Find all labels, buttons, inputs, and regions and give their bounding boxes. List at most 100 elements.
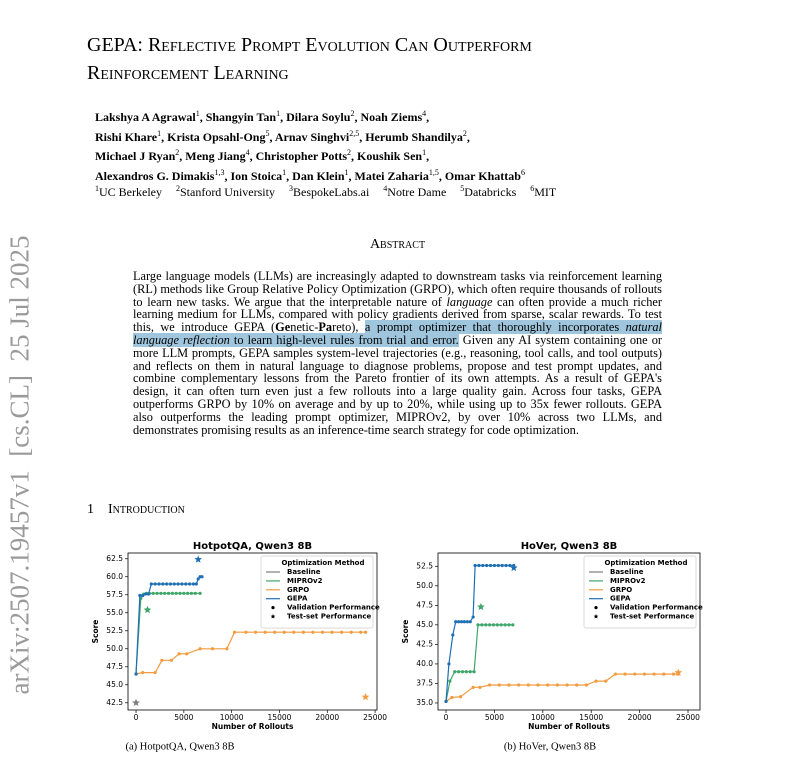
separator: , — [354, 110, 358, 124]
title-line: GEPA: Reflective Prompt Evolution Can Ou… — [87, 34, 532, 56]
validation-point — [151, 591, 155, 595]
validation-point — [160, 658, 164, 662]
test-point — [477, 602, 485, 611]
validation-point — [604, 679, 608, 683]
author-name: Matei Zaharia — [354, 168, 429, 183]
x-tick-label: 25000 — [676, 713, 700, 722]
validation-point — [198, 591, 202, 595]
validation-point — [480, 623, 484, 627]
author-name: Rishi Khare — [95, 129, 158, 144]
legend-marker — [593, 614, 599, 619]
y-tick-label: 47.5 — [416, 600, 433, 609]
x-axis-label: Number of Rollouts — [528, 722, 610, 731]
author-name: Arnav Singhvi — [274, 129, 350, 144]
y-tick-label: 52.5 — [416, 561, 433, 570]
validation-point — [311, 630, 315, 634]
separator: , — [359, 129, 363, 144]
separator: , — [286, 168, 290, 183]
validation-point — [507, 683, 511, 687]
validation-point — [613, 672, 618, 676]
validation-point — [187, 582, 192, 586]
validation-point — [499, 623, 503, 627]
legend-title: Optimization Method — [604, 559, 687, 567]
validation-point — [149, 582, 153, 586]
y-tick-label: 45.0 — [416, 620, 433, 629]
x-tick-label: 0 — [134, 713, 139, 722]
affiliation: 2Stanford University — [176, 184, 275, 199]
affiliation: 3BespokeLabs.ai — [288, 184, 369, 199]
validation-point — [491, 623, 496, 627]
validation-point — [196, 577, 200, 581]
validation-point — [363, 630, 368, 634]
x-tick-label: 20000 — [628, 713, 652, 722]
x-tick-label: 10000 — [531, 713, 555, 722]
legend-label: Test-set Performance — [610, 613, 694, 621]
y-axis-label: Score — [401, 620, 410, 644]
chart-title: HoVer, Qwen3 8B — [521, 541, 618, 552]
x-tick-label: 20000 — [315, 713, 339, 722]
validation-point — [662, 672, 666, 676]
validation-point — [478, 685, 482, 689]
series-line — [445, 564, 514, 702]
validation-point — [178, 591, 182, 595]
separator: , — [179, 149, 183, 163]
validation-point — [623, 672, 627, 676]
validation-point — [282, 630, 286, 634]
separator: , — [466, 129, 470, 144]
affiliation: 1UC Berkeley — [95, 184, 162, 199]
figure-caption: (b) HoVer, Qwen3 8B — [504, 741, 596, 752]
validation-point — [134, 672, 138, 676]
abstract: Large language models (LLMs) are increas… — [133, 270, 662, 436]
validation-point — [468, 670, 472, 674]
author-name: Shangyin Tan — [205, 110, 277, 124]
separator: , — [348, 168, 352, 183]
author-affiliation: 1 — [282, 167, 287, 177]
validation-point — [481, 563, 485, 568]
validation-point — [359, 630, 363, 634]
validation-point — [447, 662, 451, 666]
author-affiliation: 1,5 — [428, 167, 439, 177]
author-name: Omar Khattab — [444, 168, 521, 183]
separator: , — [224, 168, 228, 183]
author-name: Meng Jiang — [185, 149, 246, 163]
x-tick-label: 5000 — [174, 713, 193, 722]
validation-point — [349, 630, 353, 634]
author-name: Herumb Shandilya — [365, 129, 463, 144]
validation-point — [453, 670, 457, 674]
y-tick-label: 62.5 — [106, 554, 123, 563]
validation-point — [141, 670, 145, 675]
validation-point — [484, 623, 488, 627]
validation-point — [507, 623, 511, 627]
authors: Lakshya A Agrawal1, Shangyin Tan1, Dilar… — [95, 106, 525, 184]
validation-point — [163, 591, 167, 595]
validation-point — [172, 582, 176, 586]
validation-point — [460, 670, 465, 674]
author-affiliation: 2 — [462, 128, 467, 138]
validation-point — [465, 620, 469, 624]
title-line: Reinforcement Learning — [87, 62, 289, 84]
legend-label: GRPO — [287, 586, 309, 594]
author-affiliation: 5 — [265, 128, 270, 138]
validation-point — [138, 593, 142, 598]
validation-point — [141, 593, 145, 598]
series-line — [135, 631, 366, 675]
author-affiliation: 2 — [347, 148, 352, 157]
test-point — [361, 693, 370, 701]
validation-point — [457, 670, 461, 674]
abstract-text: to learn high-level rules from trial and… — [229, 332, 459, 347]
validation-point — [487, 623, 492, 627]
abstract-text: Ge — [275, 320, 291, 335]
author-affiliation: 1,3 — [214, 167, 225, 177]
affiliation-name: MIT — [534, 185, 557, 199]
validation-point — [508, 563, 512, 568]
test-point — [510, 563, 518, 572]
affiliation-number: 3 — [288, 184, 293, 193]
y-tick-label: 50.0 — [106, 644, 123, 653]
affiliation-name: Notre Dame — [387, 185, 447, 199]
series-line — [135, 576, 202, 675]
validation-point — [186, 591, 190, 595]
series-line — [135, 592, 201, 675]
author-affiliation: 1 — [276, 109, 281, 118]
plot-frame — [127, 552, 378, 711]
